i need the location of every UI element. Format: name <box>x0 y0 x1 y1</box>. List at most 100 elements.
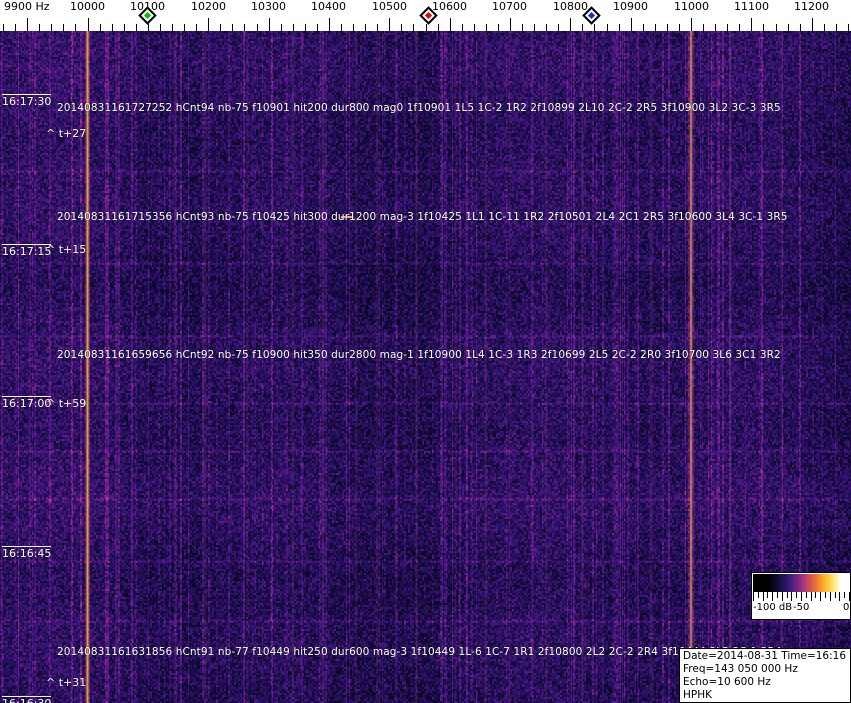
axis-tick-minor <box>184 24 185 31</box>
colorbar-tick <box>762 592 764 601</box>
axis-tick-minor <box>293 24 294 31</box>
axis-tick-minor <box>727 24 728 31</box>
colorbar-tick <box>825 592 826 598</box>
axis-tick-minor <box>703 24 704 31</box>
colorbar-tick <box>829 592 831 601</box>
axis-tick-minor <box>534 24 535 31</box>
marker-inner <box>585 9 598 22</box>
axis-tick-minor <box>558 24 559 31</box>
colorbar-tick <box>820 592 822 601</box>
axis-tick-minor <box>788 24 789 31</box>
axis-tick-minor <box>474 24 475 31</box>
axis-tick-label: 10900 <box>613 0 648 13</box>
axis-tick-minor <box>244 24 245 31</box>
info-box: Date=2014-08-31 Time=16:16 UTC Freq=143 … <box>679 648 851 703</box>
axis-tick-minor <box>353 24 354 31</box>
axis-tick-minor <box>679 24 680 31</box>
axis-tick-minor <box>546 24 547 31</box>
axis-tick-major <box>389 18 390 31</box>
axis-tick-minor <box>643 24 644 31</box>
axis-tick-minor <box>739 24 740 31</box>
axis-tick-minor <box>401 24 402 31</box>
axis-tick-major <box>812 18 813 31</box>
axis-tick-minor <box>160 24 161 31</box>
colorbar-tick <box>801 592 802 601</box>
axis-tick-major <box>329 18 330 31</box>
axis-tick-major <box>208 18 209 31</box>
axis-tick-minor <box>836 24 837 31</box>
axis-tick-minor <box>172 24 173 31</box>
axis-tick-minor <box>317 24 318 31</box>
colorbar-tick <box>844 592 846 598</box>
axis-tick-label: 10300 <box>251 0 286 13</box>
axis-tick-minor <box>39 24 40 31</box>
colorbar-tick <box>777 592 778 598</box>
colorbar-label: -50 <box>793 602 810 613</box>
axis-tick-label: 11100 <box>734 0 769 13</box>
colorbar-legend: -100 dB -50 0 <box>751 572 851 620</box>
axis-tick-minor <box>462 24 463 31</box>
axis-tick-minor <box>848 24 849 31</box>
info-line-date: Date=2014-08-31 Time=16:16 UTC <box>683 650 851 662</box>
axis-tick-minor <box>594 24 595 31</box>
axis-tick-minor <box>63 24 64 31</box>
frequency-axis: 9900 Hz100001010010200103001040010500106… <box>0 0 851 31</box>
axis-tick-major <box>631 18 632 31</box>
axis-tick-minor <box>281 24 282 31</box>
axis-tick-major <box>88 18 89 31</box>
axis-tick-label: 10700 <box>492 0 527 13</box>
axis-tick-minor <box>667 24 668 31</box>
axis-tick-minor <box>15 24 16 31</box>
axis-tick-label: 10600 <box>432 0 467 13</box>
axis-tick-minor <box>257 24 258 31</box>
axis-tick-label: 10500 <box>372 0 407 13</box>
axis-tick-major <box>27 18 28 31</box>
colorbar-tick <box>839 592 841 601</box>
axis-tick-minor <box>51 24 52 31</box>
axis-tick-minor <box>438 24 439 31</box>
axis-tick-minor <box>112 24 113 31</box>
axis-tick-minor <box>124 24 125 31</box>
info-line-freq: Freq=143 050 000 Hz <box>683 663 798 675</box>
axis-tick-minor <box>196 24 197 31</box>
axis-tick-minor <box>824 24 825 31</box>
axis-tick-minor <box>341 24 342 31</box>
axis-tick-label: 11000 <box>674 0 709 13</box>
colorbar-tick <box>805 592 807 598</box>
axis-tick-major <box>510 18 511 31</box>
axis-tick-minor <box>619 24 620 31</box>
marker-inner <box>422 9 435 22</box>
colorbar-gradient <box>753 574 849 592</box>
axis-tick-minor <box>763 24 764 31</box>
colorbar-tick <box>757 592 759 598</box>
axis-tick-label: 10400 <box>311 0 346 13</box>
axis-tick-minor <box>305 24 306 31</box>
axis-tick-minor <box>715 24 716 31</box>
axis-tick-minor <box>136 24 137 31</box>
axis-tick-minor <box>220 24 221 31</box>
colorbar-tick <box>786 592 788 598</box>
colorbar-tick <box>815 592 817 598</box>
axis-tick-minor <box>377 24 378 31</box>
colorbar-label: 0 <box>843 602 850 613</box>
spectrogram-canvas <box>0 31 851 703</box>
axis-tick-major <box>148 18 149 31</box>
colorbar-tick <box>767 592 769 598</box>
axis-tick-minor <box>498 24 499 31</box>
colorbar-tick <box>772 592 774 601</box>
colorbar-tick <box>791 592 793 601</box>
axis-tick-label: 10000 <box>70 0 105 13</box>
axis-tick-major <box>751 18 752 31</box>
colorbar-tick <box>781 592 783 601</box>
axis-tick-minor <box>607 24 608 31</box>
axis-tick-major <box>450 18 451 31</box>
info-line-station: HPHK <box>683 689 713 701</box>
axis-tick-major <box>269 18 270 31</box>
spectrogram-waterfall[interactable] <box>0 31 851 703</box>
axis-tick-minor <box>655 24 656 31</box>
axis-tick-major <box>570 18 571 31</box>
axis-tick-minor <box>100 24 101 31</box>
colorbar-label: -100 dB <box>753 602 793 613</box>
axis-tick-minor <box>522 24 523 31</box>
